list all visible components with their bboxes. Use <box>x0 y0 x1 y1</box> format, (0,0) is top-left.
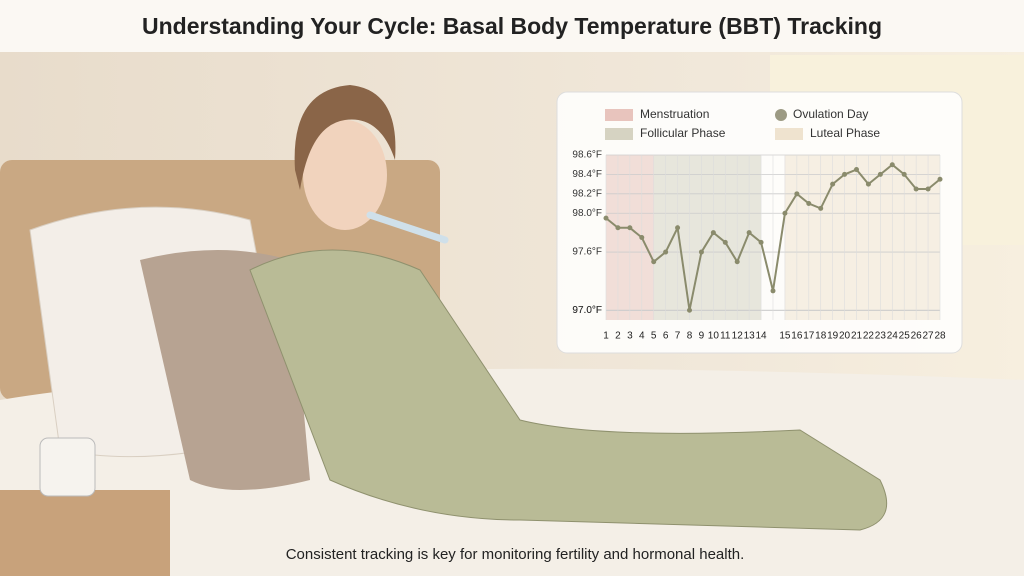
data-point <box>722 239 728 245</box>
data-point <box>698 249 704 255</box>
x-tick-label: 7 <box>675 331 681 342</box>
x-tick-label: 16 <box>791 331 803 342</box>
person-hair <box>294 85 396 190</box>
legend-label: Menstruation <box>640 107 709 121</box>
x-tick-label: 5 <box>651 331 657 342</box>
x-tick-label: 21 <box>851 331 863 342</box>
legend-swatch <box>605 109 633 121</box>
data-point <box>901 171 907 177</box>
x-tick-label: 8 <box>687 331 693 342</box>
data-point <box>842 171 848 177</box>
x-tick-label: 15 <box>779 331 791 342</box>
x-tick-label: 27 <box>923 331 935 342</box>
data-point <box>830 181 836 187</box>
person-face <box>303 120 387 230</box>
mug <box>39 437 96 497</box>
y-tick-label: 97.0°F <box>572 305 602 316</box>
x-tick-label: 23 <box>875 331 887 342</box>
data-point <box>734 259 740 265</box>
x-tick-label: 26 <box>911 331 923 342</box>
legend-swatch <box>605 128 633 140</box>
title-band <box>0 0 1024 52</box>
x-tick-label: 13 <box>744 331 756 342</box>
data-point <box>758 239 764 245</box>
y-tick-label: 97.6°F <box>572 247 602 258</box>
chart: 98.6°F98.4°F98.2°F98.0°F97.6°F97.0°F97.0… <box>572 107 946 341</box>
x-tick-label: 19 <box>827 331 839 342</box>
data-point <box>651 259 657 265</box>
x-tick-label: 24 <box>887 331 899 342</box>
legend-label: Luteal Phase <box>810 126 880 140</box>
legend-label: Follicular Phase <box>640 126 726 140</box>
data-point <box>746 230 752 236</box>
data-point <box>639 235 645 240</box>
data-point <box>627 225 633 231</box>
y-tick-label: 98.4°F <box>572 169 602 180</box>
data-point <box>615 225 621 231</box>
data-point <box>663 249 669 255</box>
data-point <box>865 181 871 187</box>
x-tick-label: 6 <box>663 331 669 342</box>
data-point <box>913 186 919 192</box>
data-point <box>710 230 716 236</box>
legend-swatch <box>775 128 803 140</box>
x-tick-label: 17 <box>803 331 815 342</box>
legend-swatch <box>775 109 787 121</box>
phase-band <box>653 155 762 320</box>
data-point <box>675 225 681 231</box>
y-tick-label: 98.6°F <box>572 150 602 161</box>
caption: Consistent tracking is key for monitorin… <box>286 546 745 563</box>
x-tick-label: 3 <box>627 331 633 342</box>
thermometer <box>366 211 449 244</box>
data-point <box>818 205 824 211</box>
x-tick-label: 10 <box>708 331 720 342</box>
data-point <box>806 201 812 207</box>
data-point <box>889 162 895 168</box>
legend-label: Ovulation Day <box>793 107 868 121</box>
x-tick-label: 12 <box>732 331 744 342</box>
x-tick-label: 9 <box>699 331 705 342</box>
data-point <box>925 186 931 192</box>
y-tick-label: 98.0°F <box>572 208 602 219</box>
x-tick-label: 11 <box>720 331 731 342</box>
x-tick-label: 4 <box>639 331 645 342</box>
data-point <box>937 176 943 182</box>
data-point <box>794 191 800 197</box>
y-tick-label: 97.0°F <box>572 305 602 316</box>
x-tick-label: 2 <box>615 331 621 342</box>
phase-band <box>784 155 940 320</box>
data-point <box>782 210 788 216</box>
x-tick-label: 14 <box>756 331 768 342</box>
x-tick-label: 25 <box>899 331 911 342</box>
data-point <box>770 288 776 294</box>
y-tick-label: 98.2°F <box>572 188 602 199</box>
x-tick-label: 20 <box>839 331 851 342</box>
data-point <box>877 171 883 177</box>
data-point <box>603 215 609 221</box>
data-point <box>687 307 692 313</box>
x-tick-label: 22 <box>863 331 875 342</box>
x-tick-label: 18 <box>815 331 827 342</box>
x-tick-label: 1 <box>603 331 609 342</box>
data-point <box>854 167 859 173</box>
nightstand <box>0 490 170 576</box>
person-body <box>249 249 888 531</box>
x-tick-label: 28 <box>934 331 946 342</box>
illustration <box>0 85 1024 576</box>
page-title: Understanding Your Cycle: Basal Body Tem… <box>142 13 882 39</box>
